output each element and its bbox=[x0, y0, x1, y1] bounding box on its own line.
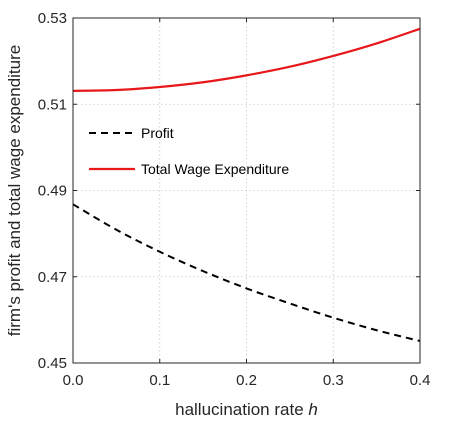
y-tick-labels: 0.45 0.47 0.49 0.51 0.53 bbox=[38, 10, 67, 372]
series-line-total-wage-expenditure bbox=[72, 27, 421, 92]
legend: Profit Total Wage Expenditure bbox=[89, 125, 289, 177]
x-tick-label: 0.1 bbox=[149, 372, 170, 389]
y-tick-label: 0.45 bbox=[38, 355, 67, 372]
axis-ticks bbox=[72, 17, 421, 364]
x-axis-label: hallucination rate h bbox=[175, 400, 318, 419]
x-tick-labels: 0.0 0.1 0.2 0.3 0.4 bbox=[63, 372, 431, 389]
y-tick-label: 0.53 bbox=[38, 10, 67, 27]
grid-lines bbox=[73, 18, 420, 363]
x-tick-label: 0.3 bbox=[323, 372, 344, 389]
x-tick-label: 0.0 bbox=[63, 372, 84, 389]
legend-label-total-wage-expenditure: Total Wage Expenditure bbox=[141, 161, 289, 177]
y-tick-label: 0.49 bbox=[38, 183, 67, 200]
x-tick-label: 0.4 bbox=[410, 372, 431, 389]
y-tick-label: 0.51 bbox=[38, 96, 67, 113]
y-axis-label: firm's profit and total wage expenditure bbox=[5, 45, 24, 336]
series-layer bbox=[72, 27, 421, 342]
legend-label-profit: Profit bbox=[141, 125, 174, 141]
x-axis-variable: h bbox=[308, 400, 317, 419]
x-tick-label: 0.2 bbox=[236, 372, 257, 389]
series-line-profit bbox=[72, 203, 421, 342]
y-tick-label: 0.47 bbox=[38, 269, 67, 286]
